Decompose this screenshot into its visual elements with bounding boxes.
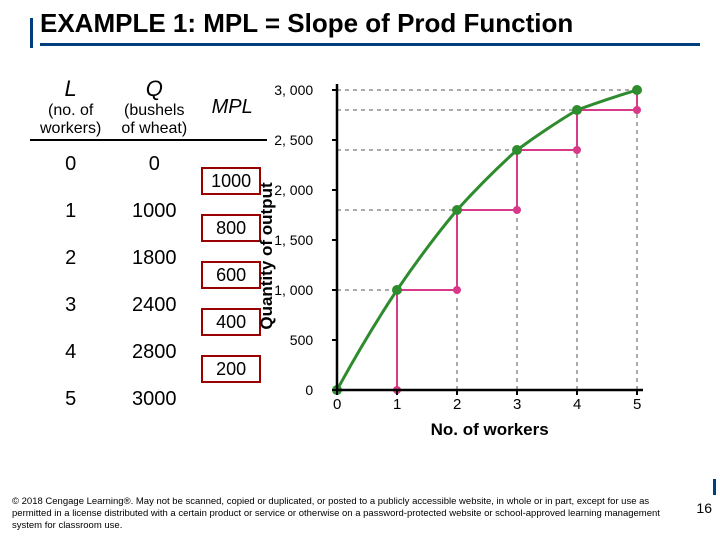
page-title: EXAMPLE 1: MPL = Slope of Prod Function	[40, 8, 700, 46]
cell-Q: 2800	[111, 329, 197, 376]
y-tick-label: 2, 500	[263, 132, 313, 148]
col-L-sub2: workers)	[40, 120, 101, 138]
cell-L: 0	[30, 140, 111, 188]
y-tick-label: 2, 000	[263, 182, 313, 198]
table-row: 11000800	[30, 188, 267, 235]
right-accent-tick	[713, 479, 716, 495]
table-row: 42800200	[30, 329, 267, 376]
table-row: 001000	[30, 140, 267, 188]
table-row: 21800600	[30, 235, 267, 282]
cell-Q: 1000	[111, 188, 197, 235]
cell-L: 1	[30, 188, 111, 235]
cell-MPL: 200	[197, 329, 267, 376]
chart-svg	[317, 80, 657, 420]
production-table: L (no. of workers) Q (bushels of wheat) …	[30, 76, 267, 436]
y-tick-label: 0	[263, 382, 313, 398]
cell-Q: 2400	[111, 282, 197, 329]
cell-L: 5	[30, 376, 111, 423]
cell-Q: 1800	[111, 235, 197, 282]
y-tick-label: 1, 000	[263, 282, 313, 298]
copyright-footer: © 2018 Cengage Learning®. May not be sca…	[12, 496, 690, 532]
cell-Q: 3000	[111, 376, 197, 423]
cell-L: 2	[30, 235, 111, 282]
col-MPL-header: MPL	[212, 96, 253, 118]
production-chart: Quantity of output No. of workers 05001,…	[275, 76, 665, 436]
title-accent-tick	[30, 18, 33, 48]
y-tick-label: 500	[263, 332, 313, 348]
cell-MPL: 1000	[197, 140, 267, 188]
page-number: 16	[696, 500, 712, 516]
x-tick-label: 3	[513, 396, 521, 413]
x-tick-label: 0	[333, 396, 341, 413]
cell-Q: 0	[111, 140, 197, 188]
cell-MPL	[197, 376, 267, 423]
col-Q-sub2: of wheat)	[121, 120, 187, 138]
x-tick-label: 5	[633, 396, 641, 413]
col-L-sub1: (no. of	[40, 102, 101, 120]
table-row: 32400400	[30, 282, 267, 329]
x-axis-label: No. of workers	[431, 420, 549, 440]
table-row: 53000	[30, 376, 267, 423]
col-Q-sub1: (bushels	[121, 102, 187, 120]
x-tick-label: 4	[573, 396, 581, 413]
x-tick-label: 1	[393, 396, 401, 413]
cell-L: 4	[30, 329, 111, 376]
y-tick-label: 3, 000	[263, 82, 313, 98]
y-tick-label: 1, 500	[263, 232, 313, 248]
col-Q-header: Q	[146, 76, 163, 101]
cell-L: 3	[30, 282, 111, 329]
y-axis-label: Quantity of output	[257, 182, 277, 329]
col-L-header: L	[65, 76, 77, 101]
x-tick-label: 2	[453, 396, 461, 413]
